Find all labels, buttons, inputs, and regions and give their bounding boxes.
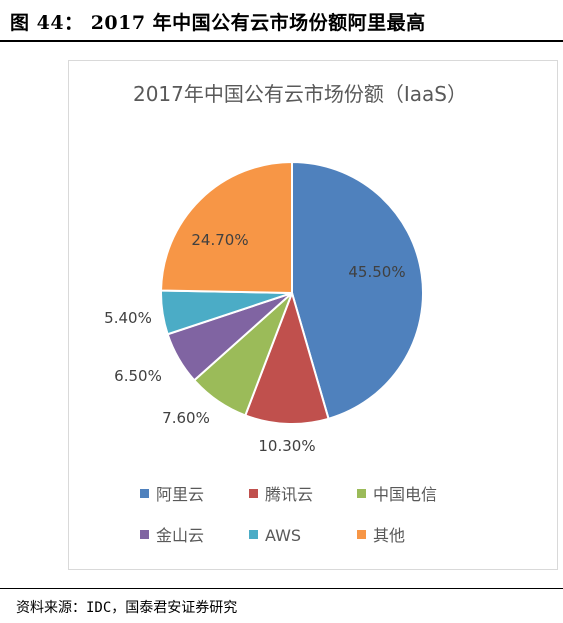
pie-slices: [160, 160, 425, 426]
legend-label-5: AWS: [265, 526, 301, 545]
figure-caption: 2017 年中国公有云市场份额阿里最高: [90, 12, 426, 34]
chart-frame: [68, 60, 558, 570]
figure-header: 图 44： 2017 年中国公有云市场份额阿里最高: [0, 0, 563, 40]
data-label-6: 24.70%: [191, 231, 248, 249]
legend-label-3: 中国电信: [373, 485, 437, 504]
legend-label-1: 阿里云: [156, 485, 204, 504]
figure-title: 图 44： 2017 年中国公有云市场份额阿里最高: [10, 8, 426, 35]
legend-label-6: 其他: [373, 526, 405, 545]
data-label-4: 6.50%: [114, 367, 162, 385]
pie-data-labels: 45.50% 10.30% 7.60% 6.50% 5.40% 24.70%: [104, 231, 405, 455]
legend-swatch-6: [357, 530, 366, 539]
pie-slice-1: [291, 160, 425, 421]
legend-swatch-4: [140, 530, 149, 539]
header-rule: [0, 40, 563, 42]
legend-swatch-1: [140, 489, 149, 498]
data-label-2: 10.30%: [258, 437, 315, 455]
figure-label: 图 44：: [10, 12, 84, 34]
pie-slice-6: [160, 160, 293, 295]
legend-label-2: 腾讯云: [265, 485, 313, 504]
pie-slice-2: [244, 289, 330, 426]
source-note: 资料来源：IDC，国泰君安证券研究: [16, 600, 238, 616]
data-label-1: 45.50%: [348, 263, 405, 281]
legend-label-4: 金山云: [156, 526, 204, 545]
data-label-5: 5.40%: [104, 309, 152, 327]
legend-swatch-2: [249, 489, 258, 498]
legend-swatch-5: [249, 530, 258, 539]
data-label-3: 7.60%: [162, 409, 210, 427]
footer-rule: [0, 588, 563, 589]
chart-title: 2017年中国公有云市场份额（IaaS）: [133, 82, 467, 106]
legend-swatch-3: [357, 489, 366, 498]
